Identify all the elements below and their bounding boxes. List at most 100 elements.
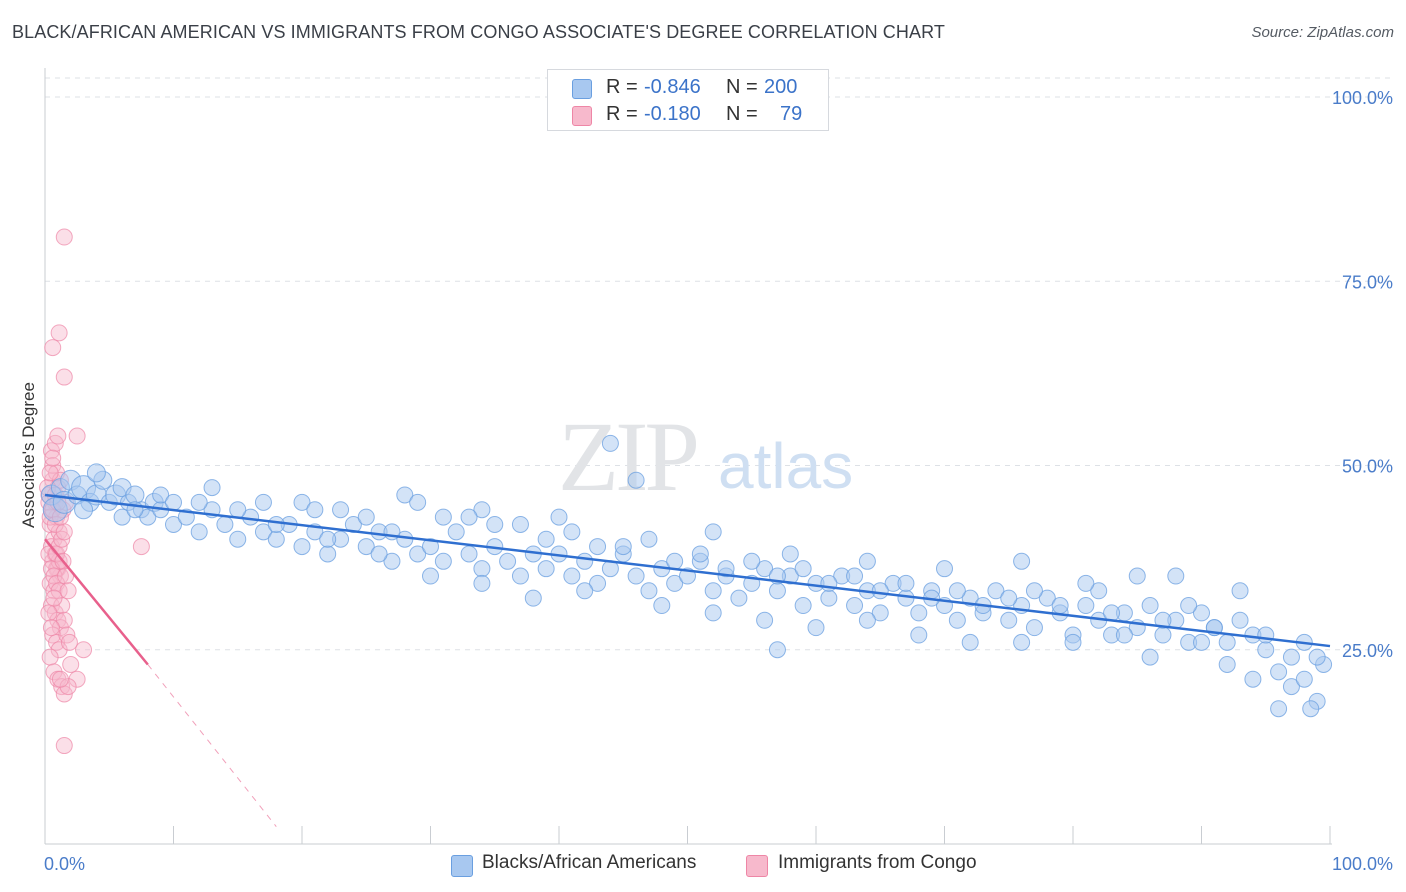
black-point (1000, 589, 1018, 607)
black-point (537, 530, 555, 548)
black-point (306, 501, 324, 519)
black-point (1013, 552, 1031, 570)
legend-n-value: 200 (764, 76, 798, 98)
congo-point (50, 324, 68, 342)
legend-swatch-blue (572, 79, 592, 99)
black-point (409, 493, 427, 511)
black-point (165, 515, 182, 533)
black-point (717, 560, 735, 578)
black-point (871, 582, 889, 600)
gridlines (45, 77, 1392, 651)
black-point (293, 493, 311, 511)
black-point (589, 574, 607, 592)
bottom-legend-swatch-blue (451, 855, 473, 877)
black-point (473, 501, 491, 519)
black-point (691, 545, 709, 563)
black-point (537, 560, 555, 578)
black-point (1257, 641, 1275, 659)
congo-point (41, 648, 59, 666)
black-point (447, 523, 465, 541)
black-point (1025, 582, 1043, 600)
black-point (1302, 700, 1320, 718)
tick-labels: 100.0% 75.0% 50.0% 25.0% 0.0% 100.0% (44, 88, 1393, 874)
black-point (1295, 670, 1313, 688)
congo-point (55, 611, 73, 629)
y-tick-label: 75.0% (1342, 272, 1393, 292)
black-point (576, 552, 594, 570)
black-point (1077, 574, 1095, 592)
black-point (203, 479, 221, 497)
black-point (1257, 626, 1275, 644)
congo-point (55, 523, 73, 541)
black-point (473, 574, 491, 592)
black-point (730, 589, 748, 607)
black-point (846, 597, 864, 615)
black-point (216, 515, 234, 533)
black-point (357, 508, 375, 526)
black-point (293, 538, 311, 556)
congo-point (60, 633, 78, 651)
black-point (1218, 633, 1236, 651)
black-point (1154, 611, 1172, 629)
black-point (1064, 633, 1082, 651)
black-point (74, 500, 94, 520)
black-point (1180, 597, 1198, 615)
black-point (190, 493, 208, 511)
congo-trend-extension (147, 664, 277, 827)
black-point (781, 545, 799, 563)
black-point (768, 582, 786, 600)
black-point (511, 567, 529, 585)
congo-point (68, 427, 86, 445)
black-point (1282, 648, 1300, 666)
black-point (1025, 619, 1043, 637)
black-point (1231, 611, 1249, 629)
black-point (1193, 604, 1210, 622)
congo-point (55, 737, 73, 755)
black-point (1218, 655, 1236, 673)
congo-point (75, 641, 93, 659)
black-point (511, 515, 529, 533)
black-point (409, 545, 427, 563)
congo-point (55, 368, 73, 386)
black-point (743, 552, 761, 570)
bottom-legend-swatch-pink (746, 855, 768, 877)
congo-point (132, 538, 150, 556)
black-point (704, 582, 722, 600)
black-point (499, 552, 517, 570)
black-point (229, 501, 247, 519)
black-point (1270, 663, 1288, 681)
legend-n-label: N = (726, 103, 758, 125)
black-point (165, 493, 182, 511)
black-point (152, 486, 170, 504)
watermark: ZIP atlas (558, 401, 853, 512)
black-point (653, 597, 671, 615)
black-point (1270, 700, 1288, 718)
black-point (627, 567, 645, 585)
black-point (794, 597, 812, 615)
watermark-atlas: atlas (718, 430, 853, 502)
black-point (640, 582, 658, 600)
black-point (1154, 626, 1172, 644)
legend-r-label: R = (606, 103, 638, 125)
black-point (1013, 633, 1031, 651)
black-point (794, 560, 812, 578)
legend-n-value: 79 (780, 103, 803, 125)
black-point (486, 515, 504, 533)
black-point (254, 523, 272, 541)
black-point (563, 567, 581, 585)
black-point (190, 523, 208, 541)
black-point (267, 530, 285, 548)
black-point (473, 560, 491, 578)
legend: R = -0.846 N = 200 R = -0.180 N = 79 (547, 69, 829, 131)
congo-point (44, 339, 62, 357)
congo-point (49, 427, 67, 445)
x-tick-label-min: 0.0% (44, 854, 85, 874)
legend-n-label: N = (726, 76, 758, 98)
black-point (460, 508, 478, 526)
black-point (563, 523, 581, 541)
bottom-legend-congo: Immigrants from Congo (778, 852, 977, 873)
black-point (550, 508, 568, 526)
black-point (422, 538, 439, 556)
black-point (1038, 589, 1056, 607)
